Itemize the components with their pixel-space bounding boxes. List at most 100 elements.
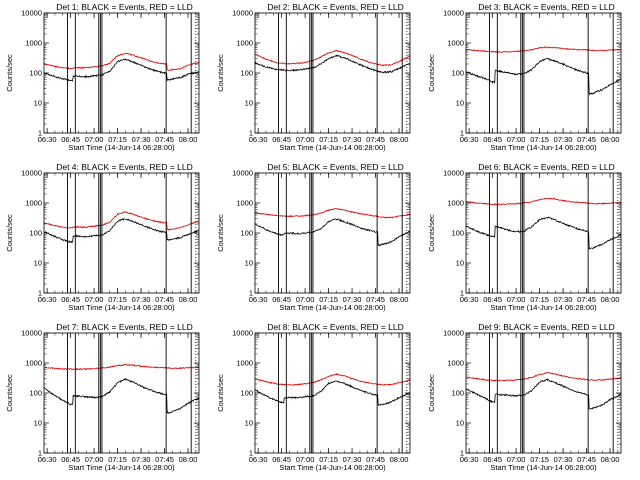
x-tick-label: 08:00 (179, 135, 198, 144)
x-axis-label: Start Time (14-Jun-14 06:28:00) (279, 303, 386, 312)
x-tick-label: 07:45 (366, 135, 385, 144)
y-tick-label: 10000 (443, 169, 464, 178)
x-tick-label: 07:30 (343, 135, 362, 144)
chart-panel-3: Det 3: BLACK = Events, RED = LLD 1 10 100 10… (427, 2, 622, 152)
y-tick-label: 1 (38, 289, 42, 298)
y-tick-label: 1000 (25, 39, 42, 48)
y-tick-label: 1 (460, 449, 464, 458)
x-tick-label: 07:15 (108, 135, 127, 144)
y-tick-label: 10 (245, 259, 253, 268)
x-tick-label: 08:00 (601, 135, 620, 144)
y-axis-label: Counts/sec (216, 54, 225, 92)
x-tick-label: 07:30 (343, 295, 362, 304)
x-tick-label: 07:00 (296, 455, 315, 464)
x-tick-label: 07:45 (366, 455, 385, 464)
y-tick-label: 1000 (236, 199, 253, 208)
x-tick-label: 07:15 (108, 455, 127, 464)
y-axis-label: Counts/sec (427, 214, 436, 252)
y-tick-label: 10 (456, 99, 464, 108)
y-tick-label: 1 (249, 289, 253, 298)
series-events-line (466, 57, 621, 96)
x-tick-label: 07:15 (319, 455, 338, 464)
x-tick-label: 07:30 (132, 295, 151, 304)
y-axis-label: Counts/sec (427, 374, 436, 412)
y-tick-label: 100 (451, 389, 464, 398)
y-tick-label: 100 (240, 69, 253, 78)
x-tick-label: 08:00 (179, 455, 198, 464)
chart-panel-9: Det 9: BLACK = Events, RED = LLD 1 10 100 10… (427, 322, 622, 472)
x-axis-label: Start Time (14-Jun-14 06:28:00) (490, 303, 597, 312)
x-tick-label: 06:30 (249, 135, 268, 144)
x-tick-label: 08:00 (390, 455, 409, 464)
y-tick-label: 10000 (232, 329, 253, 338)
x-tick-label: 06:30 (38, 135, 57, 144)
x-axis-label: Start Time (14-Jun-14 06:28:00) (490, 143, 597, 152)
y-tick-label: 100 (29, 389, 42, 398)
x-tick-label: 07:00 (85, 455, 104, 464)
x-axis-label: Start Time (14-Jun-14 06:28:00) (490, 463, 597, 472)
chart-panel-1: Det 1: BLACK = Events, RED = LLD 1 10 100 10… (5, 2, 200, 152)
y-tick-label: 10000 (21, 169, 42, 178)
y-tick-label: 100 (240, 229, 253, 238)
y-tick-label: 1 (38, 449, 42, 458)
y-tick-label: 1 (38, 129, 42, 138)
y-axis-label: Counts/sec (427, 54, 436, 92)
x-tick-label: 07:00 (85, 295, 104, 304)
y-tick-label: 1 (460, 289, 464, 298)
series-events-line (466, 216, 621, 250)
x-tick-label: 07:00 (507, 295, 526, 304)
chart-panel-6: Det 6: BLACK = Events, RED = LLD 1 10 100 10… (427, 162, 622, 312)
chart-panel-7: Det 7: BLACK = Events, RED = LLD 1 10 100 10… (5, 322, 200, 472)
x-tick-label: 06:45 (272, 135, 291, 144)
x-tick-label: 07:15 (530, 455, 549, 464)
chart-title: Det 9: BLACK = Events, RED = LLD (478, 322, 615, 332)
chart-title: Det 1: BLACK = Events, RED = LLD (56, 2, 193, 12)
x-axis-label: Start Time (14-Jun-14 06:28:00) (68, 463, 175, 472)
y-axis-label: Counts/sec (216, 374, 225, 412)
x-tick-label: 06:45 (61, 135, 80, 144)
chart-panel-4: Det 4: BLACK = Events, RED = LLD 1 10 100 10… (5, 162, 200, 312)
y-tick-label: 10000 (443, 9, 464, 18)
x-tick-label: 07:30 (343, 455, 362, 464)
x-tick-label: 06:45 (272, 295, 291, 304)
y-tick-label: 100 (451, 229, 464, 238)
x-tick-label: 07:15 (530, 135, 549, 144)
series-events-line (44, 377, 199, 414)
y-tick-label: 100 (29, 69, 42, 78)
y-tick-label: 10000 (443, 329, 464, 338)
x-tick-label: 07:45 (155, 455, 174, 464)
y-axis-label: Counts/sec (5, 374, 14, 412)
x-tick-label: 08:00 (179, 295, 198, 304)
series-events-line (466, 378, 621, 410)
y-tick-label: 10000 (232, 169, 253, 178)
series-lld-line (255, 373, 410, 386)
x-tick-label: 07:00 (296, 135, 315, 144)
chart-title: Det 4: BLACK = Events, RED = LLD (56, 162, 193, 172)
x-tick-label: 07:45 (366, 295, 385, 304)
x-tick-label: 06:30 (460, 135, 479, 144)
chart-panel-2: Det 2: BLACK = Events, RED = LLD 1 10 100 10… (216, 2, 411, 152)
x-tick-label: 06:30 (249, 295, 268, 304)
y-tick-label: 1000 (447, 39, 464, 48)
x-tick-label: 07:00 (507, 455, 526, 464)
x-axis-label: Start Time (14-Jun-14 06:28:00) (68, 143, 175, 152)
y-tick-label: 10000 (232, 9, 253, 18)
y-tick-label: 1000 (447, 199, 464, 208)
x-tick-label: 07:00 (85, 135, 104, 144)
series-lld-line (466, 197, 621, 206)
y-tick-label: 1000 (25, 359, 42, 368)
y-tick-label: 1 (460, 129, 464, 138)
y-tick-label: 10 (245, 419, 253, 428)
y-tick-label: 1000 (25, 199, 42, 208)
series-events-line (255, 380, 410, 406)
y-tick-label: 1000 (447, 359, 464, 368)
y-axis-label: Counts/sec (5, 214, 14, 252)
y-tick-label: 1 (249, 129, 253, 138)
series-lld-line (466, 46, 621, 54)
chart-title: Det 3: BLACK = Events, RED = LLD (478, 2, 615, 12)
x-tick-label: 07:00 (296, 295, 315, 304)
series-lld-line (44, 363, 199, 371)
y-axis-label: Counts/sec (216, 214, 225, 252)
x-tick-label: 06:30 (38, 295, 57, 304)
x-tick-label: 06:45 (61, 295, 80, 304)
